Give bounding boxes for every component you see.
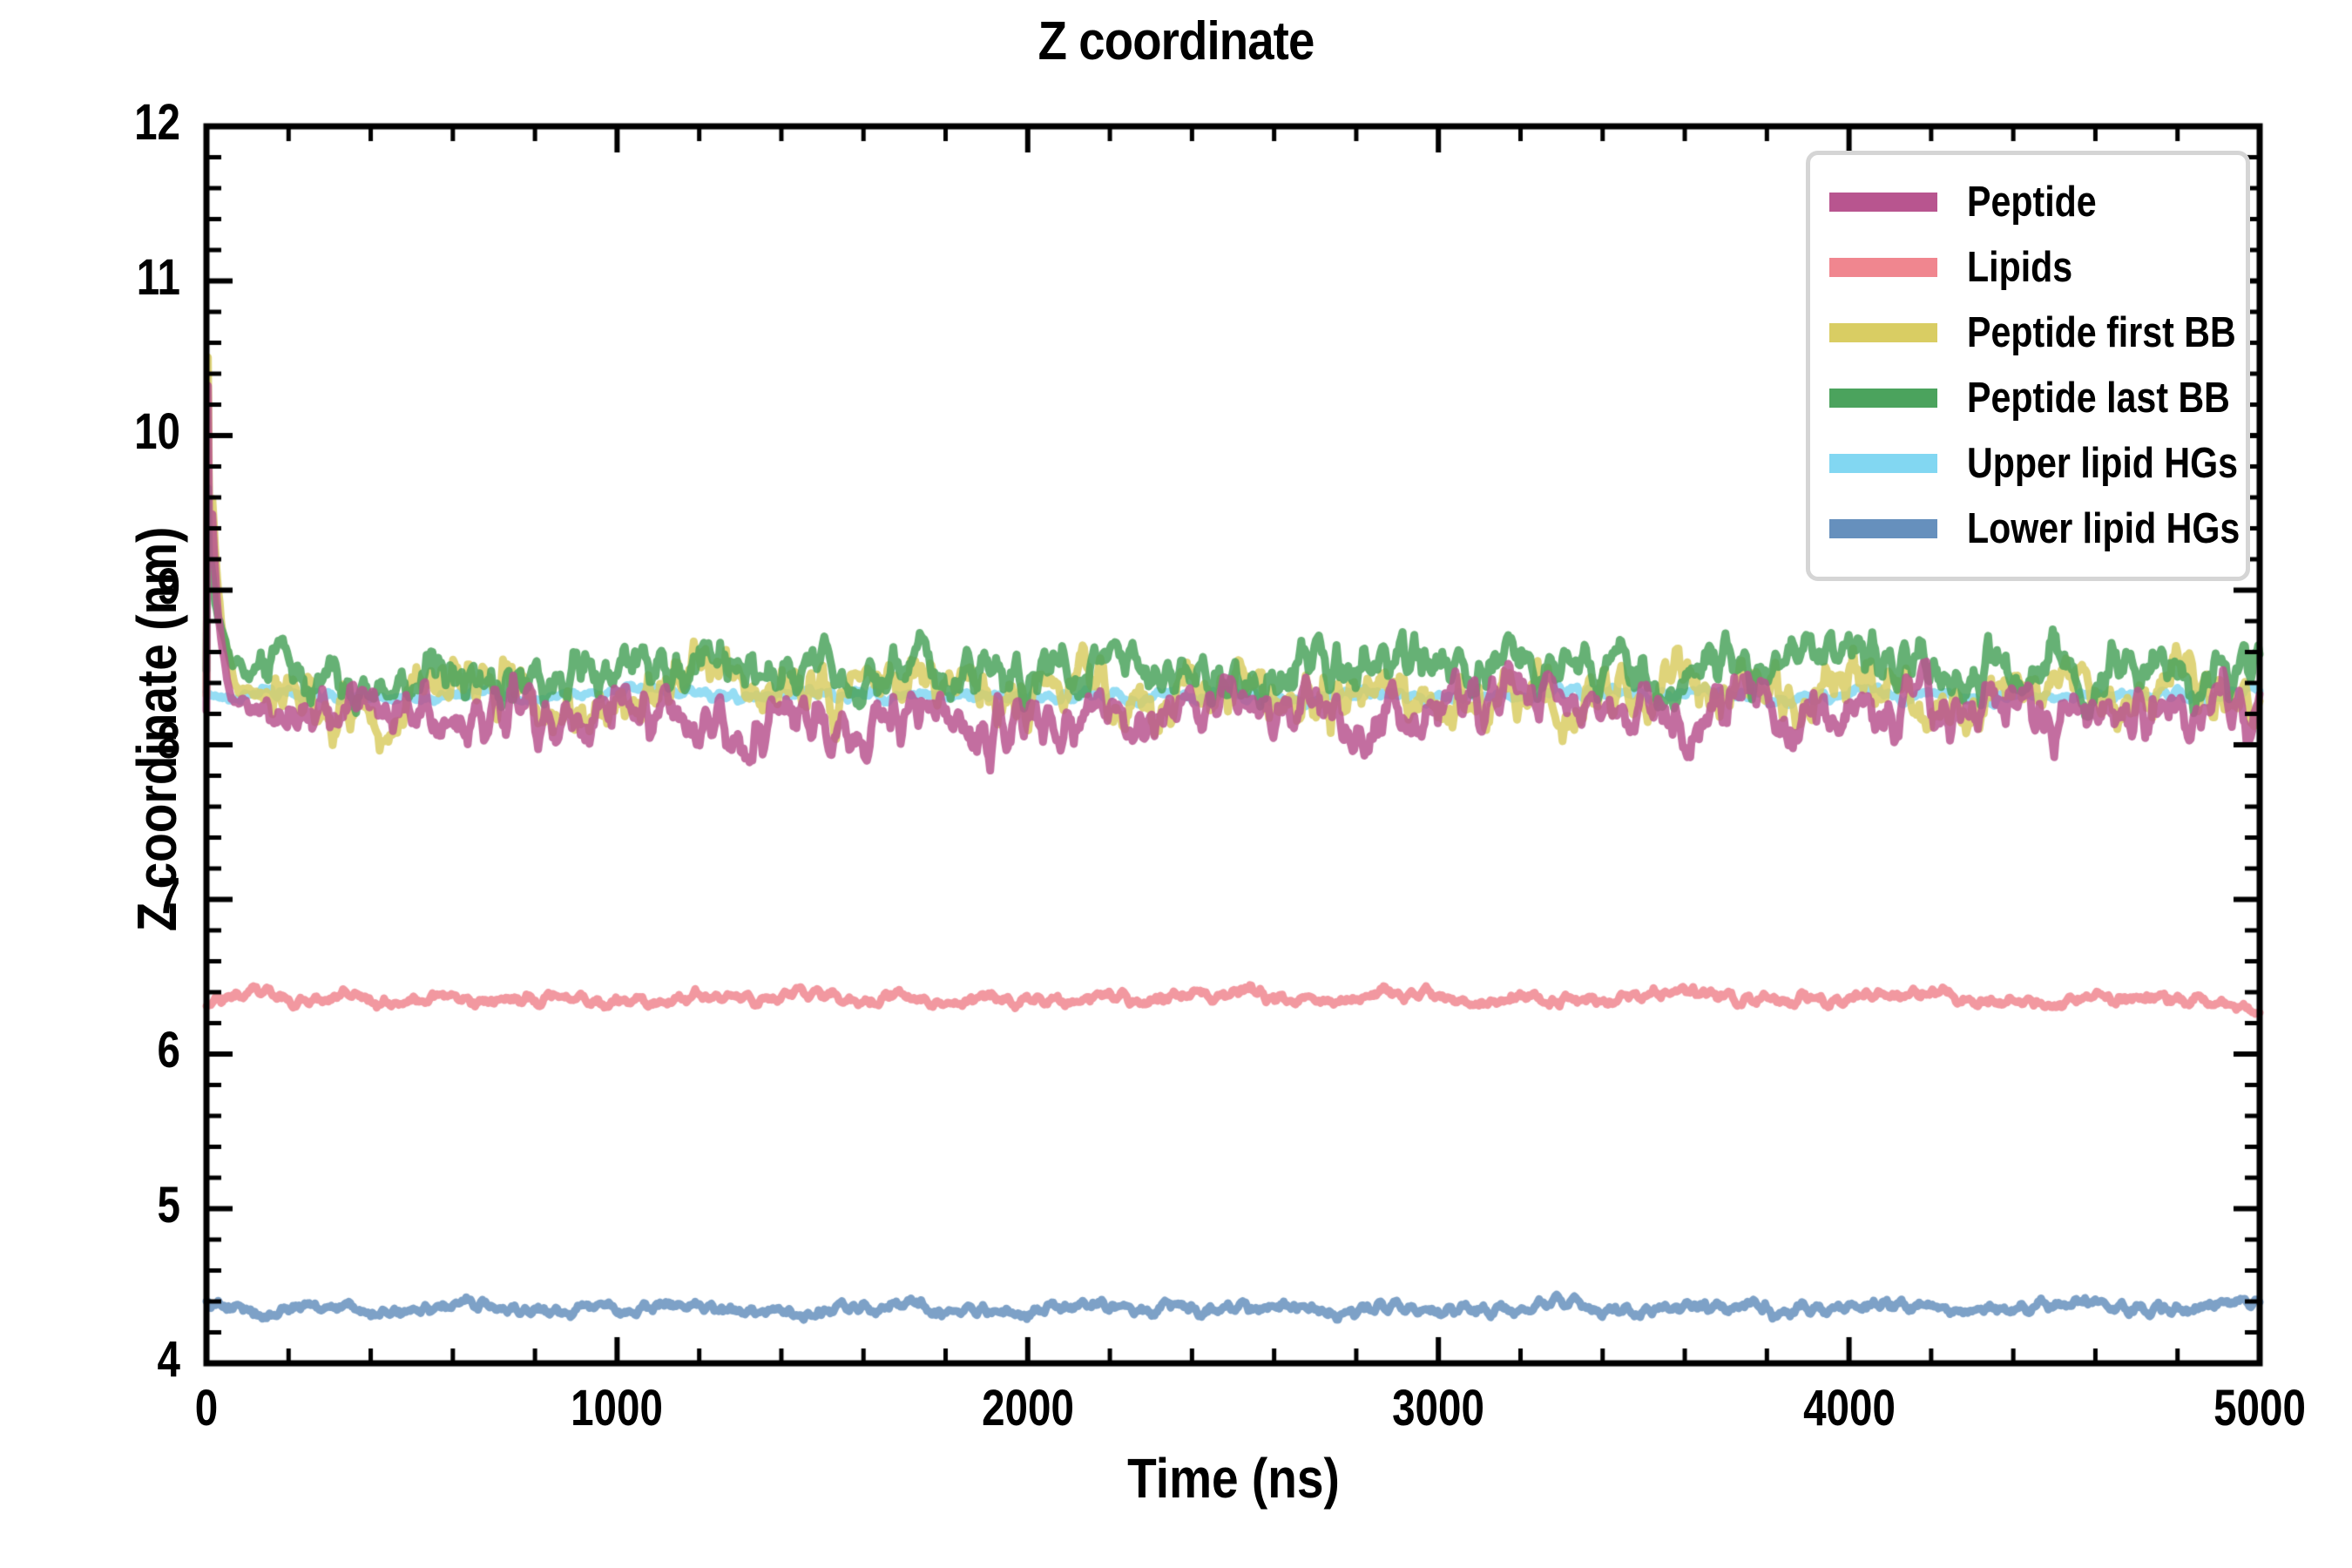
y-tick-label: 4 — [157, 1331, 180, 1388]
y-tick-label: 12 — [134, 94, 180, 151]
legend-item-label: Lower lipid HGs — [1967, 504, 2240, 552]
legend-color-swatch — [1829, 388, 1937, 408]
legend-color-swatch — [1829, 453, 1937, 473]
y-tick-label: 10 — [134, 403, 180, 460]
legend-item-lipids[interactable]: Lipids — [1829, 234, 2228, 300]
legend-item-peptide[interactable]: Peptide — [1829, 169, 2228, 234]
y-tick-label: 9 — [157, 558, 180, 615]
legend-color-swatch — [1829, 322, 1937, 342]
x-tick-label: 1000 — [571, 1380, 664, 1436]
chart-legend: Peptide Lipids Peptide first BB Peptide las… — [1806, 151, 2250, 581]
legend-item-label: Lipids — [1967, 243, 2073, 291]
legend-color-swatch — [1829, 257, 1937, 277]
legend-item-label: Peptide last BB — [1967, 374, 2230, 422]
x-axis-label: Time (ns) — [1127, 1447, 1340, 1510]
legend-item-label: Peptide — [1967, 178, 2097, 226]
legend-color-swatch — [1829, 192, 1937, 212]
legend-item-peptide-last-bb[interactable]: Peptide last BB — [1829, 365, 2230, 430]
legend-item-peptide-first-bb[interactable]: Peptide first BB — [1829, 300, 2236, 365]
x-tick-label: 0 — [194, 1380, 219, 1436]
x-tick-label: 5000 — [2213, 1380, 2306, 1436]
y-tick-label: 7 — [157, 867, 180, 924]
legend-item-label: Upper lipid HGs — [1967, 439, 2239, 487]
legend-item-lower-lipid-hgs[interactable]: Lower lipid HGs — [1829, 496, 2240, 561]
chart-title: Z coordinate — [1037, 11, 1315, 71]
y-tick-label: 11 — [136, 248, 180, 306]
y-tick-label: 5 — [157, 1176, 180, 1233]
legend-item-upper-lipid-hgs[interactable]: Upper lipid HGs — [1829, 430, 2238, 496]
x-tick-label: 3000 — [1392, 1380, 1485, 1436]
y-tick-label: 6 — [157, 1022, 180, 1078]
legend-color-swatch — [1829, 518, 1937, 538]
y-tick-label: 8 — [157, 713, 180, 769]
x-tick-label: 4000 — [1802, 1380, 1896, 1436]
x-tick-label: 2000 — [981, 1380, 1074, 1436]
legend-item-label: Peptide first BB — [1967, 308, 2236, 356]
